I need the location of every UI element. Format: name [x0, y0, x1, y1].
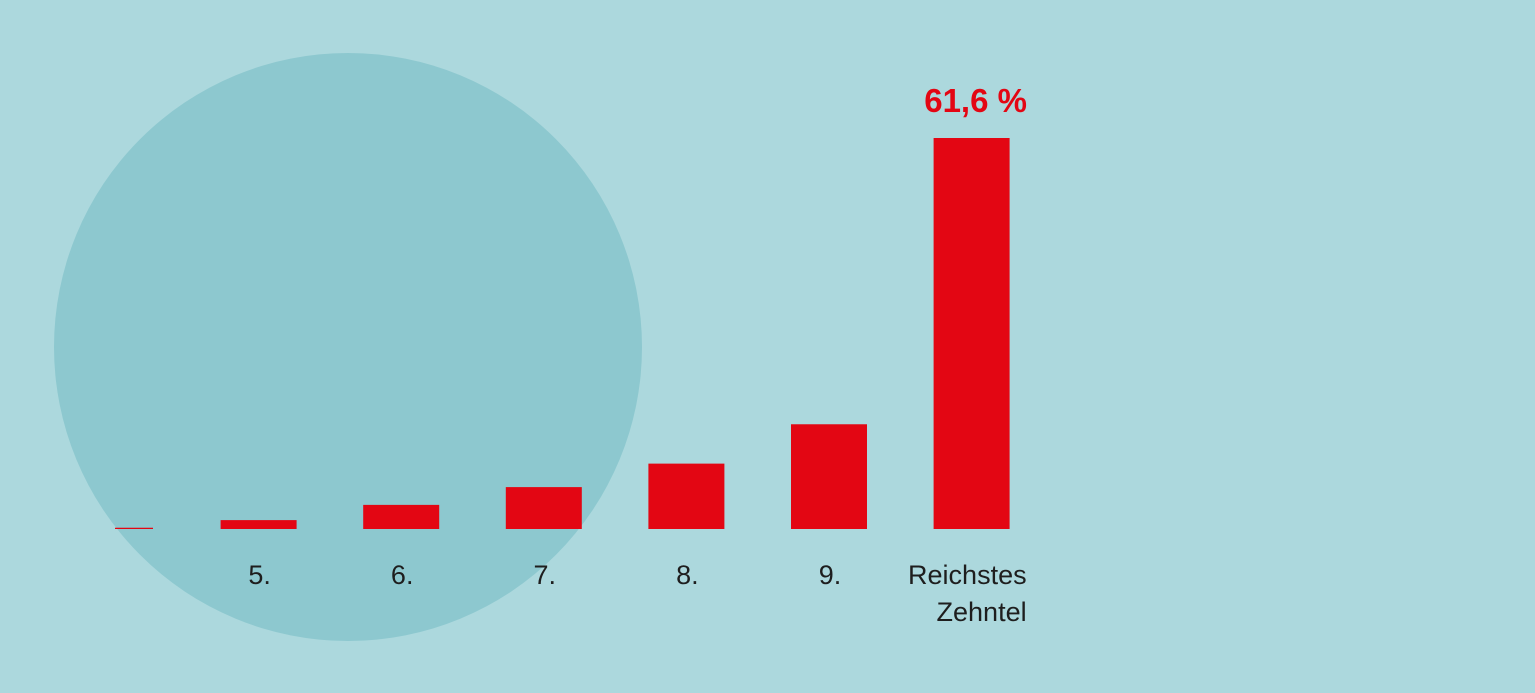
bar-1 [220, 520, 297, 529]
bar-0 [115, 527, 153, 529]
category-label-2: 6. [391, 560, 414, 590]
bar-3 [505, 487, 582, 529]
category-label-5: 9. [819, 560, 842, 590]
bar-2 [363, 504, 440, 529]
bar-group [115, 138, 1010, 529]
category-label-3: 7. [534, 560, 557, 590]
bar-6 [933, 138, 1010, 529]
background-circle [54, 53, 642, 641]
category-label-group: 5. 6. 7. 8. 9. Reichstes Zehntel [248, 560, 1026, 627]
data-label-group: 61,6 % [924, 82, 1027, 119]
category-label-4: 8. [676, 560, 699, 590]
bar-5 [791, 424, 867, 529]
data-label-6: 61,6 % [924, 82, 1027, 119]
category-label-1: 5. [248, 560, 271, 590]
category-label-6: Reichstes Zehntel [908, 560, 1027, 627]
bar-4 [648, 463, 725, 529]
